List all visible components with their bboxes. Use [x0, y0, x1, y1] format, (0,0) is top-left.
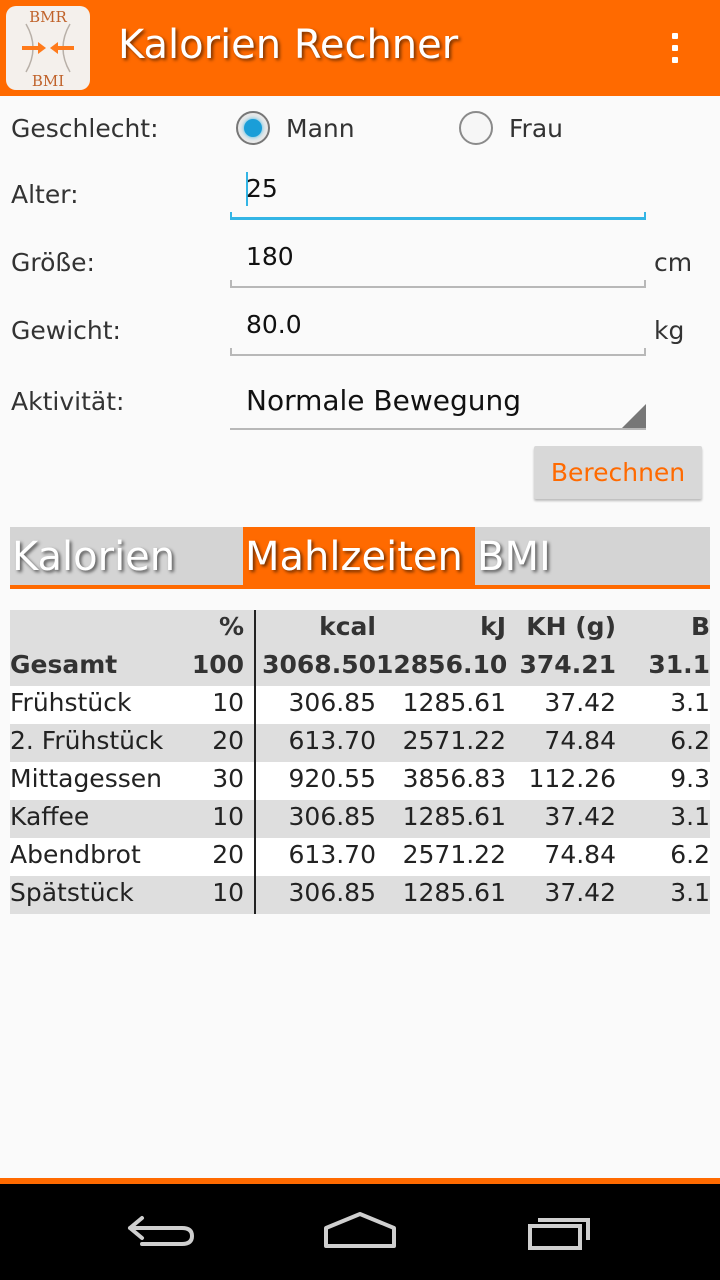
row-kj: 1285.61 — [402, 802, 506, 831]
weight-label: Gewicht: — [11, 316, 121, 345]
row-b: 9.3 — [670, 764, 710, 793]
row-percent: 30 — [212, 764, 244, 793]
header-kcal: kcal — [319, 612, 376, 641]
tab-kalorien[interactable]: Kalorien — [12, 534, 176, 580]
row-meal: 2. Frühstück — [10, 726, 164, 755]
row-kcal: 306.85 — [288, 878, 376, 907]
total-kj: 12856.10 — [376, 650, 508, 679]
row-kh: 37.42 — [544, 802, 616, 831]
row-percent: 10 — [212, 878, 244, 907]
activity-label: Aktivität: — [11, 387, 125, 416]
calculate-button[interactable]: Berechnen — [534, 446, 702, 499]
tab-mahlzeiten[interactable]: Mahlzeiten — [243, 527, 475, 585]
row-percent: 10 — [212, 688, 244, 717]
radio-female-label[interactable]: Frau — [509, 114, 564, 143]
row-meal: Frühstück — [10, 688, 132, 717]
header-b: B — [690, 612, 710, 641]
row-kh: 112.26 — [528, 764, 616, 793]
row-kcal: 613.70 — [288, 840, 376, 869]
row-b: 3.1 — [670, 688, 710, 717]
header-kj: kJ — [480, 612, 506, 641]
total-kcal: 3068.50 — [262, 650, 376, 679]
action-bar: BMR BMI Kalorien Rechner — [0, 0, 720, 96]
row-percent: 20 — [212, 840, 244, 869]
age-label: Alter: — [11, 180, 79, 209]
row-kcal: 306.85 — [288, 802, 376, 831]
total-percent: 100 — [191, 650, 244, 679]
height-value: 180 — [246, 242, 294, 271]
row-meal: Spätstück — [10, 878, 134, 907]
height-input[interactable]: 180 — [230, 230, 646, 288]
row-kj: 1285.61 — [402, 688, 506, 717]
table-row: Abendbrot 20 613.70 2571.22 74.84 6.2 — [10, 838, 710, 876]
height-label: Größe: — [11, 248, 95, 277]
bottom-accent-strip — [0, 1178, 720, 1184]
table-total-row: Gesamt 100 3068.50 12856.10 374.21 31.1 — [10, 648, 710, 686]
navigation-bar — [0, 1184, 720, 1280]
row-kh: 74.84 — [544, 726, 616, 755]
tab-bmi[interactable]: BMI — [477, 534, 551, 580]
row-kh: 37.42 — [544, 688, 616, 717]
header-kh: KH (g) — [526, 612, 616, 641]
text-cursor — [246, 172, 248, 206]
home-icon[interactable] — [320, 1206, 400, 1258]
table-row: 2. Frühstück 20 613.70 2571.22 74.84 6.2 — [10, 724, 710, 762]
weight-value: 80.0 — [246, 310, 302, 339]
row-b: 3.1 — [670, 878, 710, 907]
activity-spinner[interactable]: Normale Bewegung — [230, 372, 646, 430]
height-unit: cm — [654, 248, 693, 277]
table-header-row: % kcal kJ KH (g) B — [10, 610, 710, 648]
row-b: 6.2 — [670, 840, 710, 869]
total-kh: 374.21 — [519, 650, 616, 679]
table-row: Kaffee 10 306.85 1285.61 37.42 3.1 — [10, 800, 710, 838]
row-percent: 10 — [212, 802, 244, 831]
height-underline — [230, 280, 646, 288]
row-meal: Mittagessen — [10, 764, 162, 793]
row-meal: Kaffee — [10, 802, 90, 831]
meals-table: % kcal kJ KH (g) B Gesamt 100 3068.50 12… — [10, 610, 710, 914]
radio-male[interactable] — [236, 111, 270, 145]
back-icon[interactable] — [120, 1206, 200, 1258]
activity-value: Normale Bewegung — [246, 384, 522, 417]
activity-underline — [230, 428, 646, 430]
table-row: Mittagessen 30 920.55 3856.83 112.26 9.3 — [10, 762, 710, 800]
age-underline — [230, 212, 646, 220]
age-input[interactable]: 25 — [230, 162, 646, 220]
age-value: 25 — [246, 174, 278, 203]
table-row: Frühstück 10 306.85 1285.61 37.42 3.1 — [10, 686, 710, 724]
row-kj: 1285.61 — [402, 878, 506, 907]
row-percent: 20 — [212, 726, 244, 755]
row-kj: 3856.83 — [402, 764, 506, 793]
app-logo-icon: BMR BMI — [6, 6, 90, 90]
dropdown-triangle-icon — [622, 404, 646, 428]
svg-text:BMI: BMI — [32, 72, 64, 90]
row-kcal: 920.55 — [288, 764, 376, 793]
total-label: Gesamt — [10, 650, 118, 679]
gender-label: Geschlecht: — [11, 114, 159, 143]
table-row: Spätstück 10 306.85 1285.61 37.42 3.1 — [10, 876, 710, 914]
radio-female[interactable] — [459, 111, 493, 145]
header-percent: % — [218, 612, 244, 641]
radio-male-label[interactable]: Mann — [286, 114, 355, 143]
tab-indicator-line — [10, 585, 710, 589]
row-kcal: 306.85 — [288, 688, 376, 717]
row-kh: 37.42 — [544, 878, 616, 907]
row-b: 6.2 — [670, 726, 710, 755]
overflow-menu-icon[interactable] — [660, 28, 690, 68]
recents-icon[interactable] — [520, 1206, 600, 1258]
tab-bar: Kalorien Mahlzeiten BMI — [10, 527, 710, 585]
weight-unit: kg — [654, 316, 685, 345]
row-kj: 2571.22 — [402, 840, 506, 869]
row-b: 3.1 — [670, 802, 710, 831]
column-divider — [254, 610, 256, 914]
row-meal: Abendbrot — [10, 840, 141, 869]
weight-input[interactable]: 80.0 — [230, 298, 646, 356]
weight-underline — [230, 348, 646, 356]
row-kh: 74.84 — [544, 840, 616, 869]
app-title: Kalorien Rechner — [118, 22, 459, 68]
svg-text:BMR: BMR — [29, 8, 67, 26]
row-kj: 2571.22 — [402, 726, 506, 755]
row-kcal: 613.70 — [288, 726, 376, 755]
total-b: 31.1 — [648, 650, 710, 679]
